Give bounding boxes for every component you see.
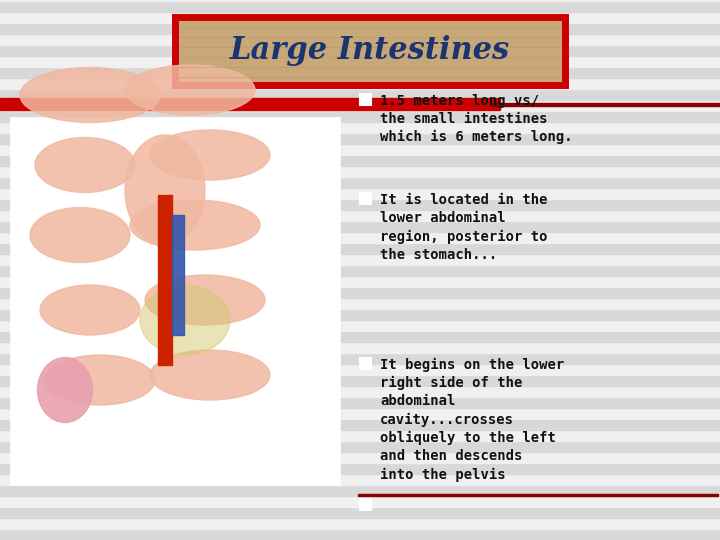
Bar xyxy=(0,364,720,375)
Bar xyxy=(0,243,720,254)
Bar xyxy=(0,397,720,408)
Bar xyxy=(0,56,720,67)
Bar xyxy=(0,276,720,287)
Ellipse shape xyxy=(35,138,135,192)
Bar xyxy=(0,1,720,12)
Bar xyxy=(0,287,720,298)
Bar xyxy=(0,210,720,221)
Bar xyxy=(10,117,340,485)
Bar xyxy=(0,144,720,155)
Bar xyxy=(360,499,371,510)
Bar xyxy=(0,518,720,529)
Bar xyxy=(360,93,371,105)
Bar xyxy=(0,78,720,89)
Bar xyxy=(0,430,720,441)
Bar xyxy=(0,232,720,243)
Ellipse shape xyxy=(140,285,230,355)
Bar xyxy=(0,496,720,507)
Bar xyxy=(0,265,720,276)
Ellipse shape xyxy=(125,65,255,115)
Bar xyxy=(0,89,720,100)
Bar xyxy=(0,67,720,78)
Bar xyxy=(0,375,720,386)
Text: 1.5 meters long vs/
the small intestines
which is 6 meters long.: 1.5 meters long vs/ the small intestines… xyxy=(380,93,572,144)
Bar xyxy=(0,122,720,133)
Ellipse shape xyxy=(145,275,265,325)
Bar xyxy=(0,474,720,485)
Bar xyxy=(0,98,500,110)
Bar xyxy=(490,103,720,106)
Ellipse shape xyxy=(20,68,160,123)
Bar xyxy=(0,298,720,309)
Bar xyxy=(0,441,720,452)
Ellipse shape xyxy=(150,130,270,180)
Ellipse shape xyxy=(37,357,92,422)
Bar xyxy=(0,331,720,342)
Bar xyxy=(0,419,720,430)
Bar xyxy=(0,254,720,265)
Bar xyxy=(0,485,720,496)
Text: It begins on the lower
right side of the
abdominal
cavity...crosses
obliquely to: It begins on the lower right side of the… xyxy=(380,357,564,482)
Ellipse shape xyxy=(30,207,130,262)
Bar xyxy=(0,309,720,320)
Bar xyxy=(0,529,720,540)
Bar xyxy=(0,45,720,56)
Ellipse shape xyxy=(125,135,205,245)
Bar xyxy=(0,100,720,111)
Ellipse shape xyxy=(130,200,260,250)
Bar xyxy=(0,342,720,353)
Bar xyxy=(0,353,720,364)
Bar xyxy=(360,193,371,204)
Bar xyxy=(0,155,720,166)
Bar xyxy=(358,494,718,496)
Bar xyxy=(0,23,720,34)
Ellipse shape xyxy=(150,350,270,400)
Bar xyxy=(158,195,172,365)
Bar xyxy=(0,408,720,419)
Bar xyxy=(0,34,720,45)
Ellipse shape xyxy=(40,285,140,335)
Bar xyxy=(0,0,720,1)
FancyBboxPatch shape xyxy=(175,17,565,85)
Bar xyxy=(0,452,720,463)
Bar xyxy=(0,199,720,210)
Text: Large Intestines: Large Intestines xyxy=(230,36,510,66)
Bar xyxy=(0,177,720,188)
Bar xyxy=(0,12,720,23)
Text: It is located in the
lower abdominal
region, posterior to
the stomach...: It is located in the lower abdominal reg… xyxy=(380,193,547,262)
Bar xyxy=(0,166,720,177)
Bar xyxy=(0,188,720,199)
Bar xyxy=(172,215,184,335)
Bar xyxy=(0,386,720,397)
Bar xyxy=(0,320,720,331)
Bar xyxy=(0,221,720,232)
Bar xyxy=(0,507,720,518)
Bar xyxy=(0,133,720,144)
Bar xyxy=(360,357,371,368)
Bar xyxy=(0,463,720,474)
Bar xyxy=(0,111,720,122)
Ellipse shape xyxy=(45,355,155,405)
